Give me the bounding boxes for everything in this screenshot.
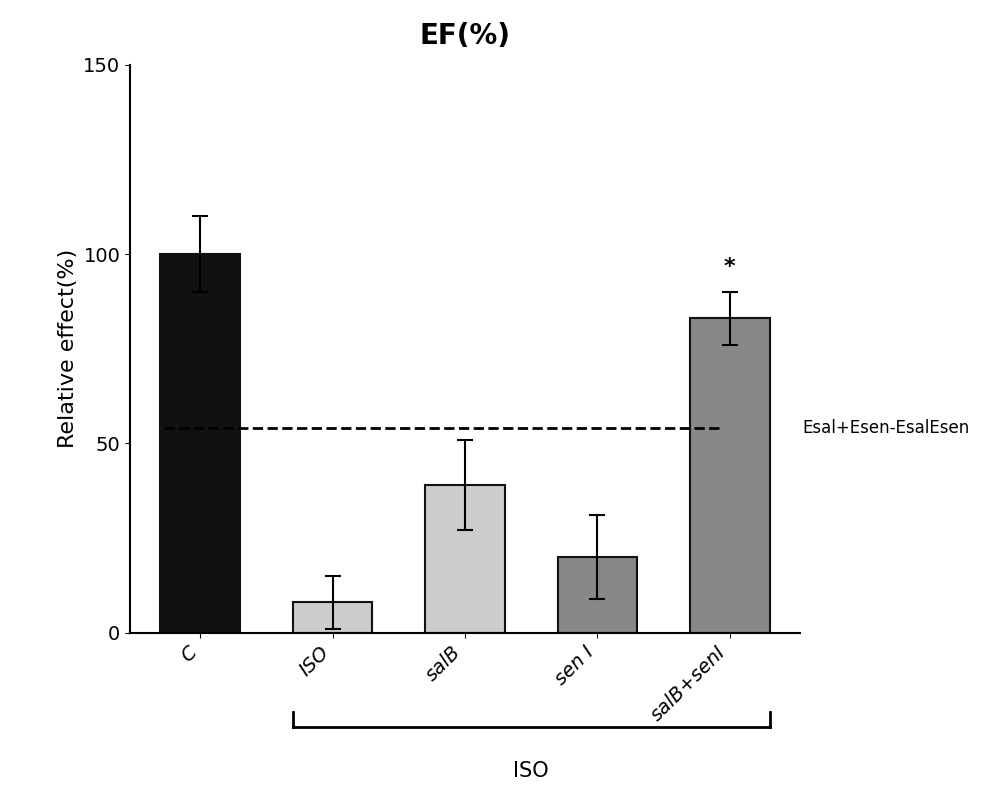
Bar [293,603,372,633]
Bar [425,485,505,633]
Bar [160,254,240,633]
Y-axis label: Relative effect(%): Relative effect(%) [58,249,78,448]
Text: ISO: ISO [513,762,549,781]
Text: Esal+Esen-EsalEsen: Esal+Esen-EsalEsen [803,419,970,437]
Text: *: * [724,257,736,277]
Bar [690,319,770,633]
Title: EF(%): EF(%) [420,22,511,50]
Bar [558,557,637,633]
